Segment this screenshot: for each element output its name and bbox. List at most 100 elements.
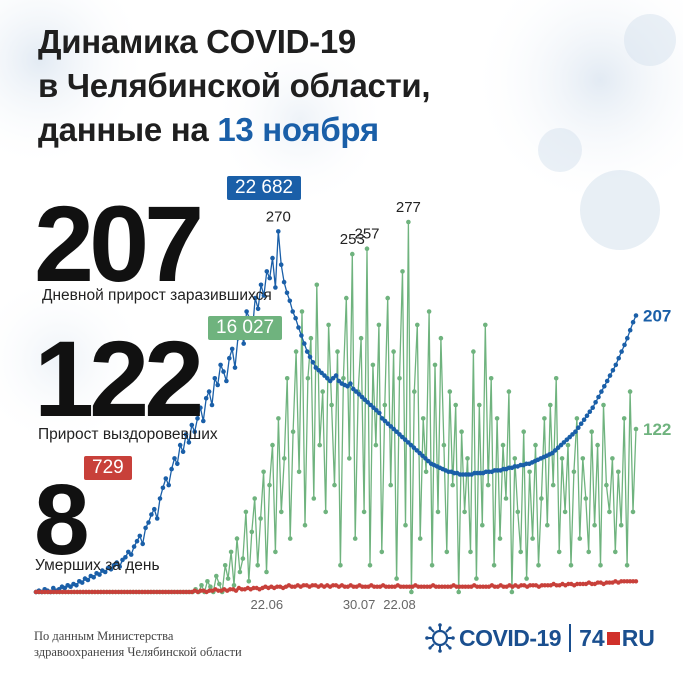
recovered-total-badge: 16 027 [208,316,283,340]
series-recovered [33,219,639,595]
point-infected [630,319,636,325]
point-recovered [335,349,340,354]
point-infected [224,378,229,384]
point-recovered [559,456,565,461]
deaths-caption: Умерших за день [35,557,160,574]
point-infected [619,349,624,354]
point-recovered [367,563,373,568]
point-infected [593,400,598,405]
point-infected [186,440,192,445]
point-recovered [293,349,299,354]
point-infected [423,456,428,461]
point-infected [333,373,339,378]
point-recovered [621,416,627,421]
point-recovered [483,322,488,328]
point-infected [51,585,56,591]
point-recovered [208,584,213,589]
deaths-daily-value: 8 [34,464,90,576]
point-recovered [391,349,396,354]
point-recovered [562,509,568,515]
point-infected [599,389,604,394]
point-recovered [261,469,266,475]
point-infected [175,461,180,467]
point-recovered [252,496,257,501]
point-recovered [415,322,420,328]
virus-icon [425,623,455,653]
point-infected [195,416,200,421]
point-recovered [480,522,485,528]
point-recovered [385,295,391,301]
source-line-2: здравоохранения Челябинской области [34,645,242,659]
point-recovered [624,563,630,568]
point-infected [607,373,613,378]
point-recovered [267,482,272,488]
point-recovered [341,376,346,381]
point-recovered [438,335,444,341]
point-infected [633,313,639,318]
point-infected [192,429,197,435]
point-infected [610,368,616,373]
point-infected [97,572,102,577]
point-recovered [471,349,476,354]
point-infected [209,402,215,408]
x-tick-label: 22.08 [383,597,416,612]
point-infected [290,309,296,314]
point-recovered [287,536,293,541]
point-recovered [616,469,621,475]
point-recovered [595,442,600,448]
infected-daily-value: 207 [34,183,204,304]
point-infected [394,429,399,435]
point-recovered [249,529,255,535]
point-recovered [403,522,408,528]
point-recovered [225,576,231,581]
point-infected [411,445,417,451]
point-infected [172,456,177,461]
point-infected [348,381,353,386]
point-recovered [273,549,278,555]
point-recovered [323,509,329,515]
point-infected [313,365,319,370]
point-infected [602,384,607,389]
point-infected [241,341,246,346]
point-recovered [361,509,367,515]
point-infected [117,564,122,569]
point-recovered [444,549,450,555]
point-recovered [326,322,331,328]
point-recovered [329,402,334,408]
point-recovered [435,509,441,515]
point-infected [221,369,226,374]
logo-separator [569,624,572,652]
point-recovered [447,389,453,394]
point-infected [596,394,601,400]
point-recovered [465,456,470,461]
point-recovered [533,442,538,448]
point-recovered [308,335,314,341]
point-recovered [406,219,411,225]
point-infected [189,422,195,428]
point-infected [267,275,273,281]
point-recovered [494,416,500,421]
point-recovered [400,269,405,274]
point-infected [111,563,117,568]
point-infected [368,402,373,408]
point-recovered [633,426,639,432]
point-recovered [376,322,382,328]
point-recovered [521,429,526,435]
point-recovered [240,556,246,561]
point-recovered [613,549,618,555]
point-recovered [314,282,320,288]
point-recovered [553,376,559,381]
point-infected [201,418,206,424]
point-recovered [320,389,326,394]
point-recovered [607,509,612,515]
point-recovered [456,589,462,595]
point-recovered [556,549,562,555]
point-infected [146,520,151,525]
point-recovered [565,442,571,448]
logo-red-square-icon [606,631,620,645]
point-infected [212,376,218,381]
logo-site-tld: RU [621,624,655,651]
point-infected [405,440,411,445]
point-infected [345,384,350,389]
point-infected [561,440,567,445]
